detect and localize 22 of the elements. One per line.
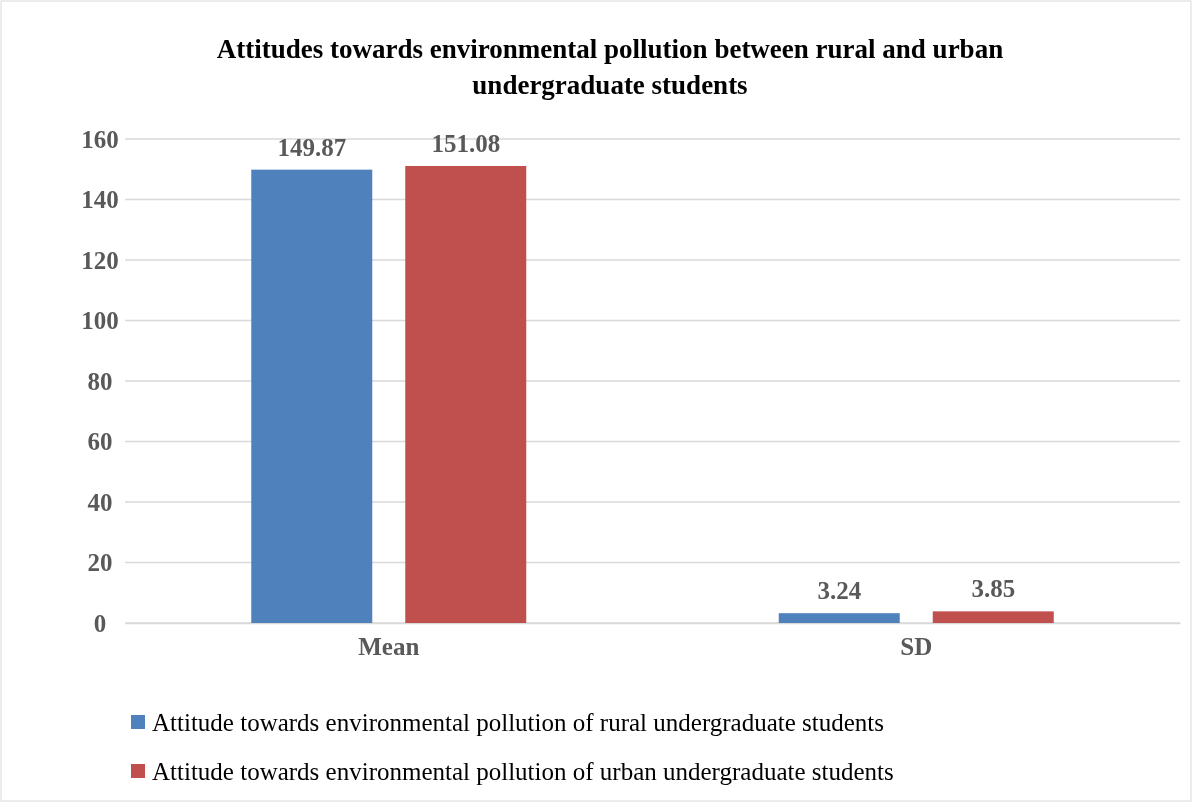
data-label: 151.08	[431, 129, 501, 157]
data-label: 3.24	[817, 577, 862, 605]
y-tick-label: 140	[81, 186, 119, 213]
data-label: 3.85	[971, 575, 1016, 603]
legend-label: Attitude towards environmental pollution of urban undergraduate students	[152, 758, 894, 785]
y-tick-label: 100	[81, 307, 119, 334]
x-tick-label: Mean	[358, 632, 420, 660]
chart-title: Attitudes towards environmental pollution between rural and urban undergraduate students	[216, 34, 1004, 100]
bar	[932, 611, 1054, 623]
legend-label: Attitude towards environmental pollution of rural undergraduate students	[152, 709, 885, 736]
x-tick-label: SD	[900, 632, 933, 660]
y-tick-label: 0	[93, 609, 107, 637]
y-tick-label: 120	[81, 246, 119, 274]
y-tick-label: 160	[81, 125, 119, 153]
y-tick-label: 80	[87, 367, 113, 395]
data-label: 149.87	[277, 133, 347, 161]
y-tick-label: 60	[87, 428, 113, 455]
bar	[778, 613, 900, 623]
bar	[251, 169, 373, 623]
y-tick-label: 20	[87, 549, 113, 576]
y-tick-label: 40	[87, 488, 113, 516]
bar	[405, 165, 527, 623]
